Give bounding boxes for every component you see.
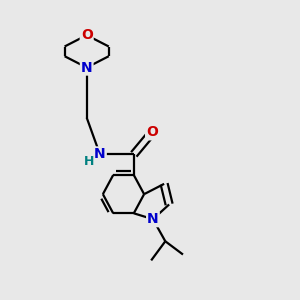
Text: N: N	[94, 147, 106, 161]
Text: N: N	[147, 212, 159, 226]
Text: N: N	[81, 61, 92, 75]
Text: H: H	[84, 155, 94, 168]
Text: O: O	[146, 125, 158, 139]
Text: O: O	[81, 28, 93, 42]
